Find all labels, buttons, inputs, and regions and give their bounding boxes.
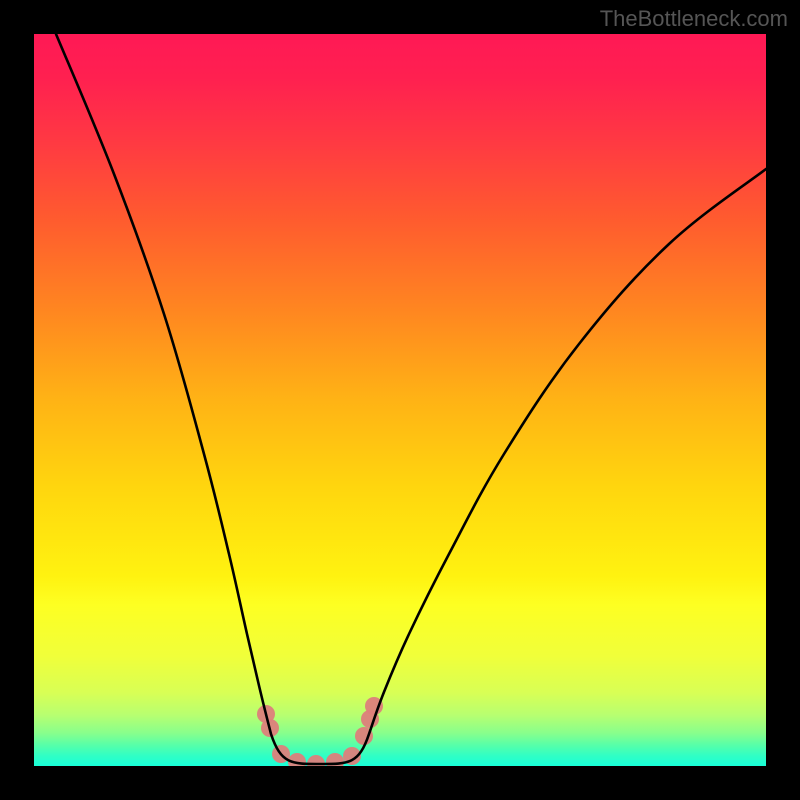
plot-area	[34, 34, 766, 766]
curve-layer	[34, 34, 766, 766]
watermark-text: TheBottleneck.com	[600, 6, 788, 32]
marker-group	[257, 697, 383, 766]
bottleneck-curve	[56, 34, 766, 764]
